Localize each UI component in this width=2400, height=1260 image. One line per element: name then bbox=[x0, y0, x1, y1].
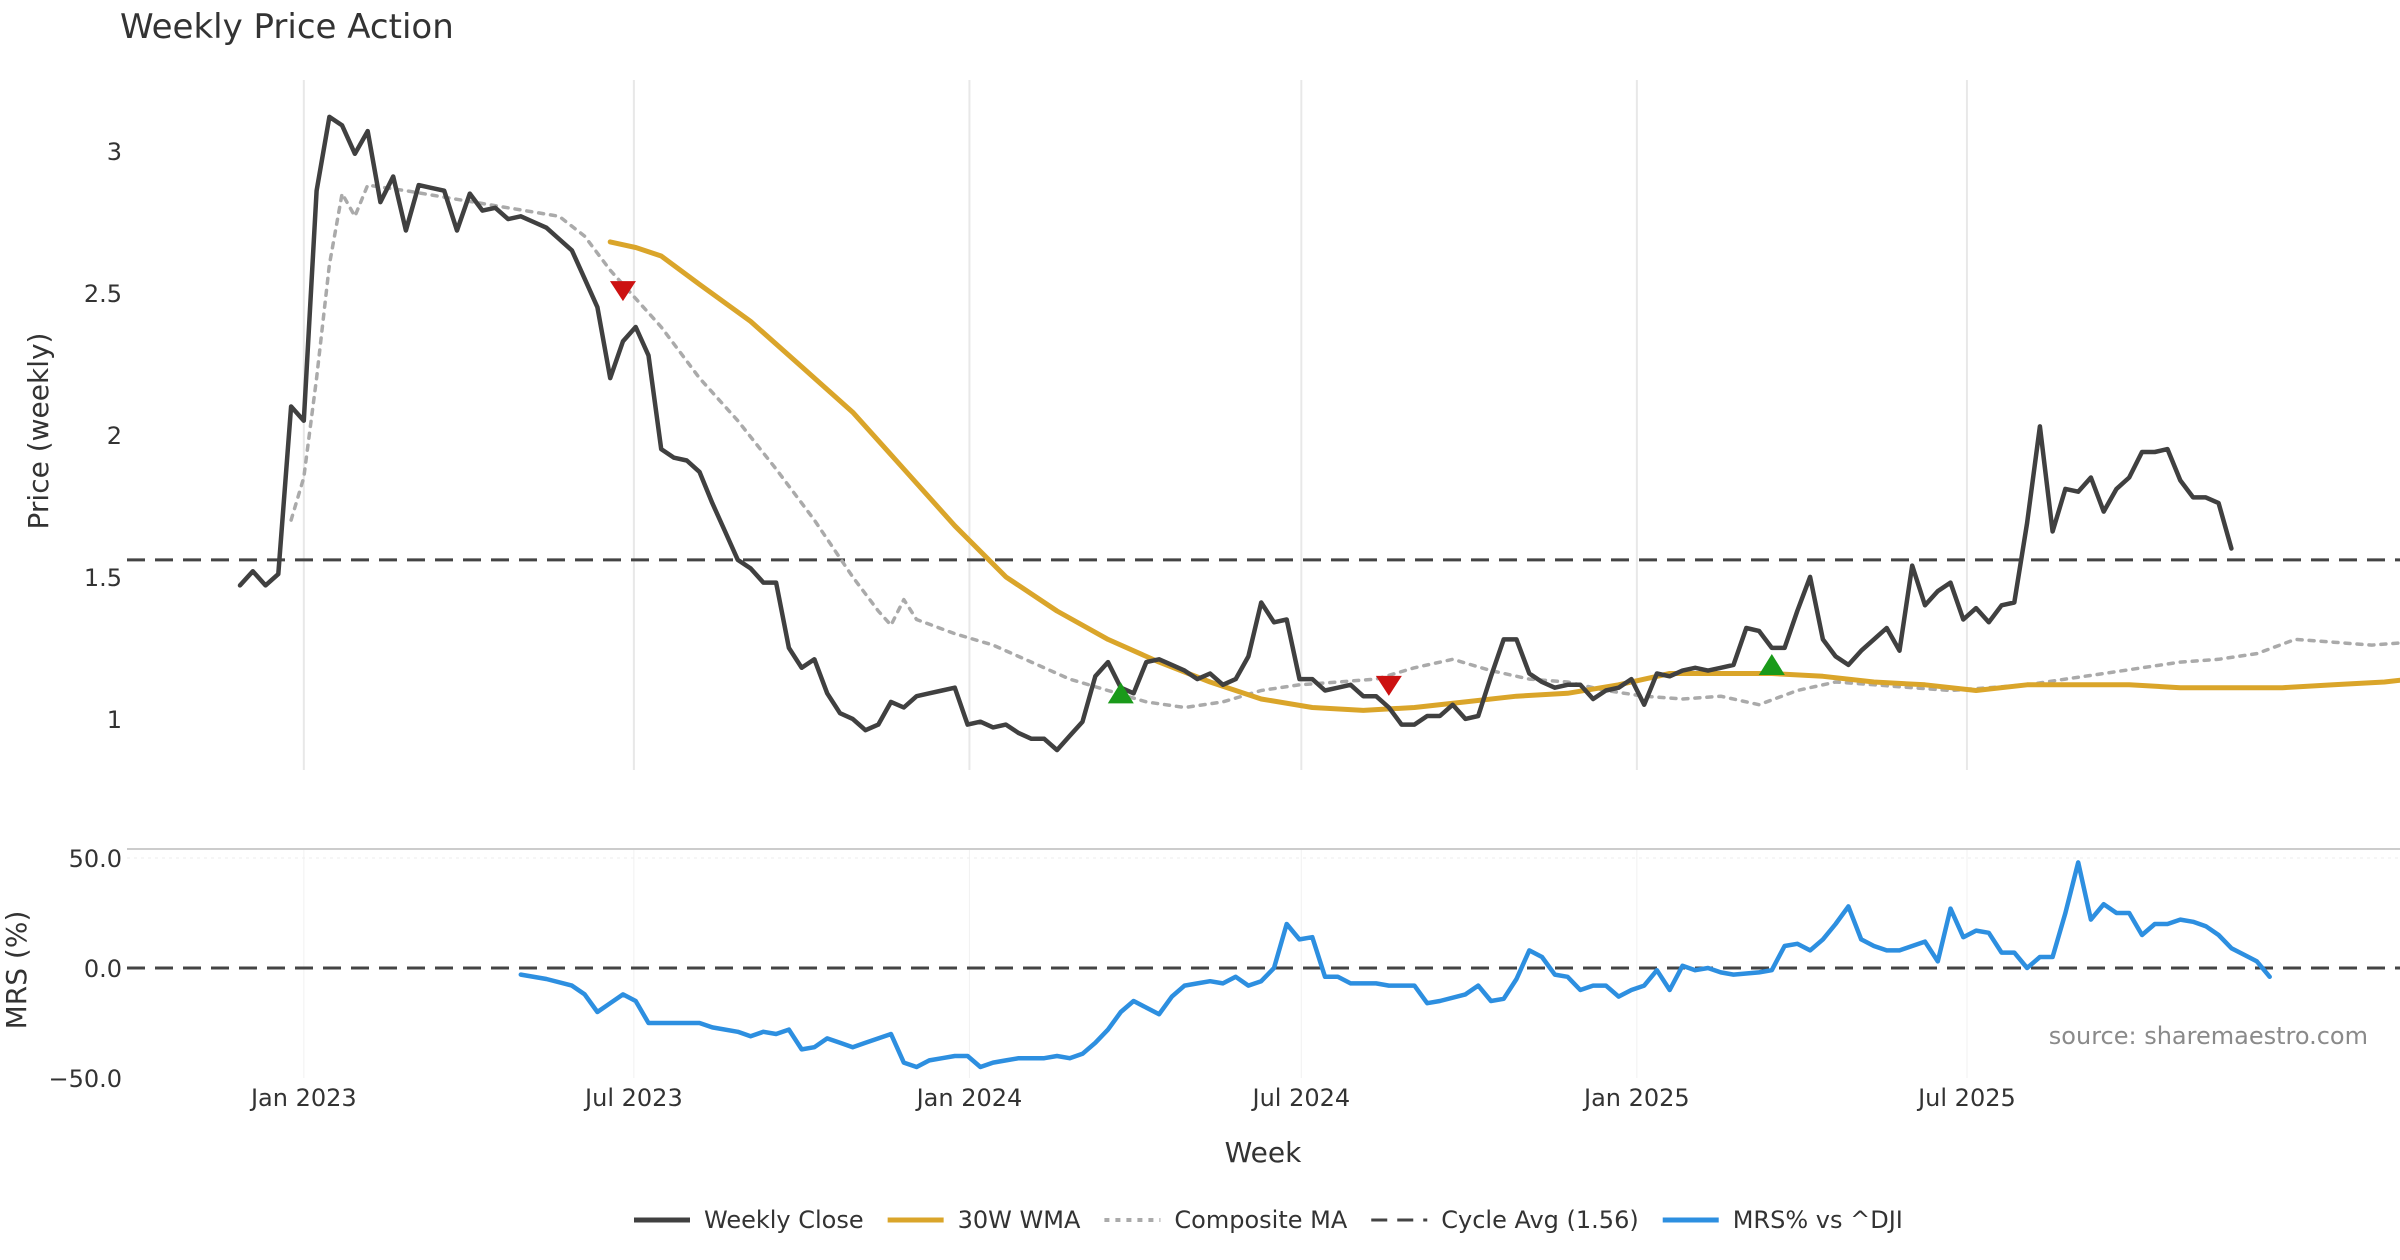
legend-item: Cycle Avg (1.56) bbox=[1371, 1206, 1639, 1234]
mrs-y-tick-label: 50.0 bbox=[69, 845, 122, 873]
price-y-tick-label: 2 bbox=[107, 422, 122, 450]
legend-label: Weekly Close bbox=[704, 1206, 864, 1234]
legend-item: Composite MA bbox=[1104, 1206, 1348, 1234]
mrs-series bbox=[127, 860, 2400, 1070]
price-grid bbox=[302, 80, 1968, 770]
price-y-ticks: 1 1.5 2 2.5 3 bbox=[84, 138, 122, 734]
mrs-y-ticks: −50.0 0.0 50.0 bbox=[48, 845, 122, 1093]
legend: Weekly Close 30W WMA Composite MA Cycle Avg… bbox=[634, 1206, 1903, 1234]
x-tick-labels: Jan 2023 Jul 2023 Jan 2024 Jul 2024 Jan 2025… bbox=[249, 1084, 2016, 1112]
price-series bbox=[127, 114, 2400, 753]
price-y-tick-label: 2.5 bbox=[84, 280, 122, 308]
series-composite-ma bbox=[289, 183, 2400, 710]
sell-signal-marker bbox=[1375, 675, 1402, 696]
legend-item: 30W WMA bbox=[887, 1206, 1081, 1234]
signal-markers bbox=[609, 281, 1785, 704]
price-y-tick-label: 1 bbox=[107, 706, 122, 734]
series-mrs-vs-dji bbox=[518, 860, 2272, 1070]
series-weekly-close bbox=[237, 114, 2234, 753]
x-tick-label: Jan 2023 bbox=[249, 1084, 357, 1112]
mrs-y-axis-title: MRS (%) bbox=[0, 911, 33, 1030]
mrs-y-tick-label: 0.0 bbox=[84, 955, 122, 983]
x-tick-label: Jul 2023 bbox=[583, 1084, 683, 1112]
buy-signal-marker bbox=[1758, 653, 1785, 675]
x-tick-label: Jan 2024 bbox=[915, 1084, 1023, 1112]
legend-label: MRS% vs ^DJI bbox=[1733, 1206, 1903, 1234]
legend-label: Cycle Avg (1.56) bbox=[1441, 1206, 1638, 1234]
chart-title: Weekly Price Action bbox=[120, 7, 454, 47]
legend-label: 30W WMA bbox=[958, 1206, 1081, 1234]
source-note: source: sharemaestro.com bbox=[2049, 1022, 2368, 1050]
x-axis-title: Week bbox=[1225, 1136, 1302, 1169]
price-y-tick-label: 3 bbox=[107, 138, 122, 166]
mrs-y-tick-label: −50.0 bbox=[48, 1065, 122, 1093]
sell-signal-marker bbox=[609, 281, 636, 302]
legend-label: Composite MA bbox=[1174, 1206, 1347, 1234]
buy-signal-marker bbox=[1107, 682, 1134, 704]
price-y-axis-title: Price (weekly) bbox=[22, 333, 55, 530]
legend-item: MRS% vs ^DJI bbox=[1662, 1206, 1903, 1234]
legend-item: Weekly Close bbox=[634, 1206, 864, 1234]
price-y-tick-label: 1.5 bbox=[84, 564, 122, 592]
mrs-grid bbox=[127, 850, 2400, 1078]
x-tick-label: Jan 2025 bbox=[1582, 1084, 1690, 1112]
x-tick-label: Jul 2025 bbox=[1916, 1084, 2016, 1112]
x-tick-label: Jul 2024 bbox=[1250, 1084, 1350, 1112]
series-30w-wma bbox=[607, 239, 2400, 713]
